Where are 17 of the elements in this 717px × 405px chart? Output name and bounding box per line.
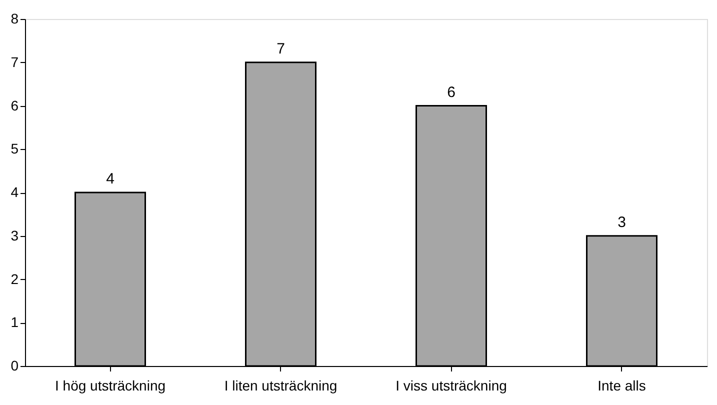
- y-tick-label: 4: [10, 184, 19, 200]
- data-label: 3: [618, 214, 626, 231]
- x-tick-label: I liten utsträckning: [224, 378, 338, 394]
- data-label: 4: [106, 170, 114, 188]
- y-tick-label: 6: [10, 97, 19, 114]
- y-tick-label: 3: [10, 227, 19, 244]
- x-tick-label: I viss utsträckning: [396, 378, 507, 394]
- x-tick-label: Inte alls: [598, 378, 646, 394]
- data-label: 7: [276, 40, 285, 58]
- data-label: 6: [447, 84, 456, 101]
- y-tick-label: 2: [10, 270, 19, 287]
- y-tick-label: 7: [10, 54, 19, 70]
- y-tick-label: 8: [10, 10, 19, 26]
- y-tick-label: 1: [10, 314, 19, 330]
- x-tick-label: I hög utsträckning: [54, 378, 166, 394]
- y-tick-label: 0: [10, 358, 19, 374]
- y-tick-label: 5: [10, 140, 19, 157]
